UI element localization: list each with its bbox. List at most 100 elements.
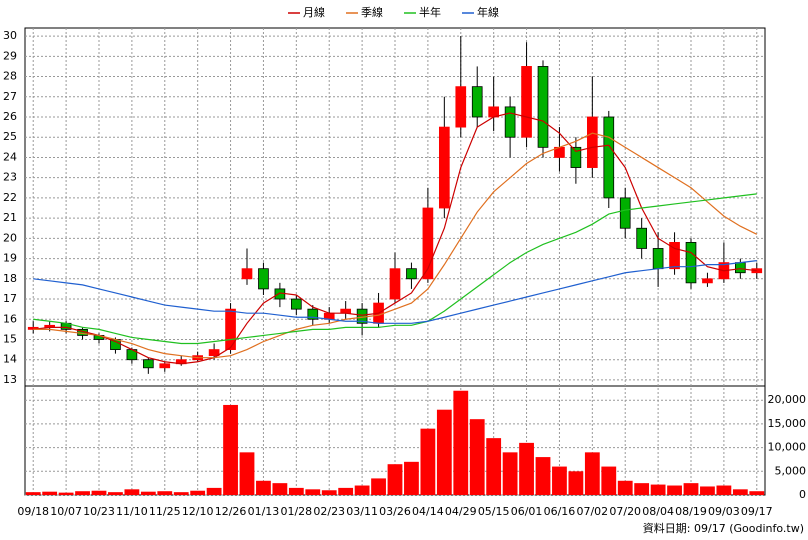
volume-bar <box>239 452 255 495</box>
y-tick-label: 23 <box>3 171 17 184</box>
x-tick-label: 06/01 <box>511 505 543 518</box>
candle-body <box>241 268 253 280</box>
candle-body <box>438 126 450 209</box>
volume-bar <box>190 490 206 495</box>
candle-body <box>603 116 615 199</box>
volume-bar <box>404 461 419 495</box>
volume-bar <box>140 491 156 495</box>
x-tick-label: 01/13 <box>248 505 280 518</box>
volume-bar <box>354 485 370 495</box>
x-tick-label: 11/10 <box>116 505 148 518</box>
volume-bar <box>519 442 534 495</box>
volume-bar <box>371 478 386 495</box>
x-tick-label: 12/10 <box>182 505 214 518</box>
candle-body <box>159 363 171 369</box>
x-tick-label: 03/26 <box>379 505 411 518</box>
volume-bar <box>732 489 748 495</box>
x-tick-label: 11/25 <box>149 505 181 518</box>
y-tick-label: 30 <box>3 29 17 42</box>
candle-body <box>488 106 500 118</box>
legend-label: 年線 <box>477 5 499 19</box>
y-tick-label: 22 <box>3 191 17 204</box>
ma-line <box>33 132 758 359</box>
volume-bar <box>91 490 107 495</box>
volume-bar <box>716 485 732 495</box>
y2-tick-label: 5,000 <box>775 464 807 477</box>
ma-line <box>33 260 757 324</box>
y-tick-label: 16 <box>3 312 17 325</box>
source-note: 資料日期: 09/17 (Goodinfo.tw) <box>643 521 804 535</box>
y-tick-label: 28 <box>3 70 17 83</box>
y2-tick-label: 20,000 <box>768 393 807 406</box>
candle-body <box>258 268 269 290</box>
volume-bar <box>667 485 682 495</box>
x-tick-label: 09/17 <box>741 505 773 518</box>
y-tick-label: 19 <box>3 252 17 265</box>
y-tick-label: 26 <box>3 110 17 123</box>
volume-bar <box>157 491 173 495</box>
candle-body <box>537 66 549 148</box>
volume-bar <box>387 464 403 495</box>
candle-body <box>669 241 680 270</box>
candle-body <box>208 349 220 357</box>
y2-tick-label: 15,000 <box>768 417 807 430</box>
ma-line <box>33 112 757 365</box>
candle-body <box>307 308 319 320</box>
volume-bar <box>683 483 699 495</box>
volume-bar <box>305 489 321 495</box>
candle-body <box>636 227 648 249</box>
x-tick-label: 06/16 <box>544 505 576 518</box>
y-tick-label: 29 <box>3 49 17 62</box>
candle-body <box>570 146 582 168</box>
volume-bar <box>173 492 189 495</box>
legend-label: 季線 <box>361 5 383 19</box>
volume-bar <box>584 452 600 495</box>
x-tick-label: 09/03 <box>708 505 740 518</box>
y-tick-label: 21 <box>3 211 17 224</box>
volume-bar <box>256 480 271 495</box>
y-tick-label: 24 <box>3 150 17 163</box>
volume-bar <box>535 457 551 495</box>
y-tick-label: 27 <box>3 90 17 103</box>
candle-body <box>290 298 302 310</box>
candle-body <box>735 262 746 274</box>
candle-body <box>504 106 516 138</box>
candle-body <box>142 359 154 369</box>
volume-bar <box>650 484 666 495</box>
y-tick-label: 17 <box>3 292 17 305</box>
volume-bar <box>58 492 74 495</box>
x-tick-label: 04/14 <box>412 505 444 518</box>
candle-body <box>225 308 236 350</box>
volume-bar <box>338 487 354 495</box>
volume-bar <box>469 419 485 495</box>
y-tick-label: 20 <box>3 231 17 244</box>
volume-bar <box>42 491 58 495</box>
x-tick-label: 10/23 <box>83 505 115 518</box>
x-tick-label: 05/15 <box>478 505 510 518</box>
candle-body <box>521 66 532 138</box>
x-tick-label: 08/19 <box>675 505 707 518</box>
x-tick-label: 07/20 <box>609 505 641 518</box>
x-tick-label: 07/02 <box>576 505 608 518</box>
volume-bar <box>749 491 765 495</box>
volume-bar <box>75 491 90 495</box>
y-tick-label: 15 <box>3 332 17 345</box>
y-tick-label: 13 <box>3 373 17 386</box>
x-tick-label: 08/04 <box>642 505 674 518</box>
x-tick-label: 12/26 <box>215 505 247 518</box>
candle-body <box>702 278 713 284</box>
volume-bar <box>700 486 715 495</box>
x-tick-label: 04/29 <box>445 505 477 518</box>
volume-bar <box>420 428 436 495</box>
volume-bar <box>223 404 238 495</box>
x-tick-label: 03/11 <box>346 505 378 518</box>
volume-bar <box>321 490 337 495</box>
candle-body <box>471 86 483 118</box>
volume-bar <box>124 489 140 495</box>
candle-body <box>751 268 763 274</box>
volume-bar <box>453 390 469 495</box>
x-tick-label: 10/07 <box>50 505 82 518</box>
volume-bar <box>617 480 633 495</box>
y-tick-label: 14 <box>3 353 17 366</box>
volume-bar <box>25 492 41 495</box>
